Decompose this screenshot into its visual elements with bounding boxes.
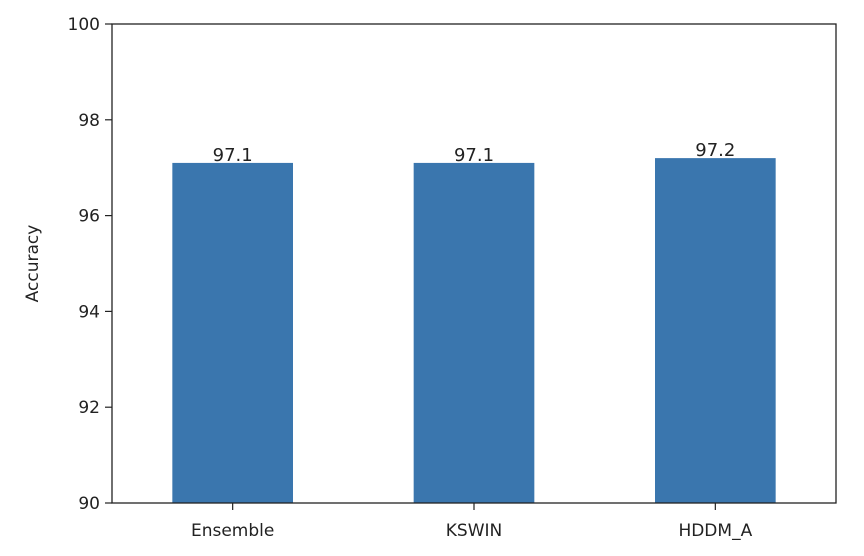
y-tick-label: 94 [78,302,100,322]
data-label: 97.2 [695,140,735,161]
data-label: 97.1 [454,145,494,166]
y-tick-label: 92 [78,398,100,418]
x-tick-label: KSWIN [446,521,502,541]
x-axis-ticks: Ensemble KSWIN HDDM_A [191,503,753,541]
x-tick-label: Ensemble [191,521,274,541]
y-axis-ticks: 90 92 94 96 98 100 [68,15,112,514]
data-label: 97.1 [213,145,253,166]
bar-hddm-a [655,158,776,503]
y-axis-label: Accuracy [23,225,43,303]
bars-group [172,158,776,503]
y-tick-label: 90 [78,494,100,514]
data-labels-group: 97.1 97.1 97.2 [213,140,736,166]
y-tick-label: 100 [68,15,100,35]
bar-kswin [413,162,535,503]
y-tick-label: 96 [78,207,100,227]
plot-frame [111,23,837,504]
x-tick-label: HDDM_A [678,521,752,541]
bar-ensemble [172,162,293,503]
y-tick-label: 98 [78,111,100,131]
